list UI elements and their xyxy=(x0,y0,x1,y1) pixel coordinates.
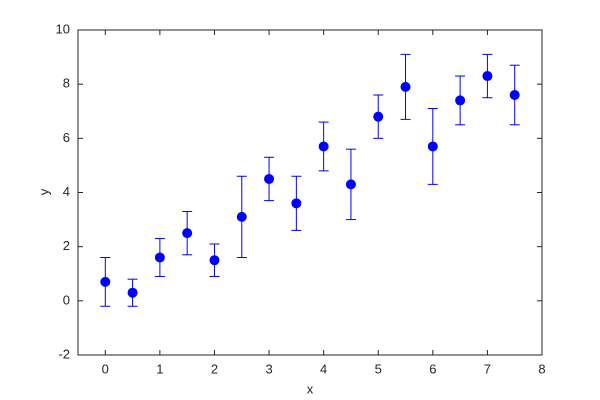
point xyxy=(509,90,520,100)
point xyxy=(100,276,111,287)
x-axis-label: x xyxy=(307,381,314,396)
x-tick-label: 0 xyxy=(102,361,109,376)
y-axis-label: y xyxy=(36,188,51,195)
point xyxy=(127,287,138,298)
x-tick-label: 8 xyxy=(538,361,545,376)
x-tick-label: 7 xyxy=(484,361,491,376)
y-tick-label: 0 xyxy=(63,292,70,307)
y-tick-label: 2 xyxy=(63,238,70,253)
y-tick-label: 10 xyxy=(56,21,70,36)
y-tick-label: 4 xyxy=(63,184,70,199)
x-tick-label: 6 xyxy=(429,361,436,376)
point xyxy=(182,228,193,239)
point xyxy=(345,179,356,190)
point xyxy=(373,111,384,122)
point xyxy=(236,211,247,222)
x-tick-label: 4 xyxy=(320,361,327,376)
point xyxy=(264,173,275,184)
point xyxy=(455,95,466,106)
x-tick-label: 5 xyxy=(375,361,382,376)
point xyxy=(318,141,329,152)
y-tick-label: 8 xyxy=(63,76,70,91)
y-tick-label: -2 xyxy=(58,346,70,361)
point xyxy=(400,81,411,92)
point xyxy=(154,252,165,263)
point xyxy=(291,198,302,209)
x-tick-label: 3 xyxy=(265,361,272,376)
y-tick-label: 6 xyxy=(63,130,70,145)
point xyxy=(209,255,220,266)
x-tick-label: 2 xyxy=(211,361,218,376)
point xyxy=(482,71,493,82)
point xyxy=(427,141,438,152)
x-tick-label: 1 xyxy=(156,361,163,376)
